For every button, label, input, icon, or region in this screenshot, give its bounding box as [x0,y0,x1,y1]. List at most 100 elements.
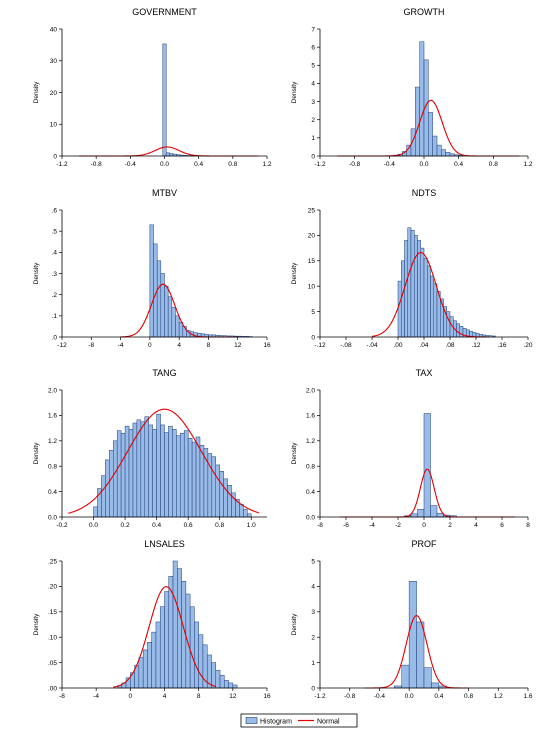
histogram-bar [138,657,144,689]
y-tick-label: 2.0 [48,387,57,394]
histogram-bar [408,581,417,689]
panel-title-government: GOVERNMENT [132,7,197,17]
y-tick-label: 0.4 [48,489,57,496]
panel-title-ndts: NDTS [412,188,437,198]
x-tick-label: 0.4 [454,161,463,168]
histogram-bar [191,441,197,518]
bars-tax [404,413,457,518]
x-tick-label: 12 [229,693,237,700]
y-tick-label: 3 [311,99,315,106]
bars-prof [394,581,447,689]
x-tick-label: -.08 [340,342,352,349]
x-tick-label: -8 [317,522,323,529]
x-tick-label: -2 [395,522,401,529]
histogram-bar [232,684,238,689]
histogram-bar [219,675,225,689]
x-tick-label: -0.4 [125,161,137,168]
y-tick-label: 0 [53,153,57,160]
histogram-bar [120,432,126,518]
y-tick-label: 0.4 [306,489,315,496]
x-tick-label: 4 [474,522,478,529]
x-tick-label: 0.0 [419,161,428,168]
x-tick-label: -8 [88,342,94,349]
x-tick-label: .16 [497,342,506,349]
histogram-bar [148,424,153,518]
histogram-bar [199,445,205,518]
histogram-bar [247,513,252,518]
histogram-bar [456,323,460,338]
histogram-bar [215,669,221,689]
y-tick-label: .1 [52,313,58,320]
bars-ndts [397,227,496,338]
histogram-bar [172,429,177,518]
y-tick-label: .4 [52,250,58,257]
normal-curve-ndts [371,252,489,338]
y-tick-label: 3 [311,609,315,616]
histogram-bar [164,285,169,338]
x-tick-label: -1.2 [56,161,68,168]
x-tick-label: 8 [207,342,211,349]
y-axis-label-tax: Density [291,442,298,464]
histogram-bar [417,240,421,338]
x-tick-label: 12 [234,342,242,349]
histogram-bar [417,509,425,518]
histogram-bar [124,425,130,518]
bars-mtbv [149,224,253,338]
histogram-bar [156,413,161,518]
y-tick-label: 20 [308,233,316,240]
normal-curve-tang [68,408,260,514]
x-tick-label: 8 [197,693,201,700]
panel-mtbv: MTBV Density .0 .1 .2 .3 .4 .5 .6 -12 -8 -4 0 4 8 12 16 [33,188,271,349]
histogram-bar [105,459,110,518]
x-tick-label: 0 [148,342,152,349]
y-tick-label: 30 [50,58,58,65]
y-tick-label: 2 [311,117,315,124]
panel-growth: GROWTH Density 0 1 2 3 4 5 6 7 -1.2 -0.8 -0.4 0.0 0.4 0… [291,7,533,168]
x-tick-label: 4 [177,342,181,349]
x-tick-label: 2 [448,522,452,529]
histogram-bar [243,509,248,518]
y-tick-label: .05 [48,660,57,667]
y-tick-label: 1 [311,135,315,142]
bars-government [162,43,198,157]
y-tick-label: .2 [52,292,58,299]
x-tick-label: -0.4 [384,161,396,168]
y-tick-label: 5 [311,63,315,70]
x-tick-label: 0.0 [89,522,98,529]
histogram-bar [142,649,148,689]
y-axis-label-government: Density [33,81,40,103]
y-tick-label: 1.2 [306,438,315,445]
x-tick-label: 16 [263,342,271,349]
histogram-bar [227,485,232,518]
x-tick-label: -1.2 [314,693,326,700]
y-tick-label: 1 [311,660,315,667]
histogram-bar [459,326,464,338]
histogram-bar [397,280,402,338]
y-tick-label: .00 [48,685,57,692]
histogram-bar [198,634,204,689]
histogram-bar [228,682,234,689]
x-tick-label: -0.8 [344,693,356,700]
histogram-bar [160,424,165,518]
y-tick-label: 0 [311,334,315,341]
histogram-bar [168,425,173,518]
y-axis-label-growth: Density [291,81,298,103]
y-tick-label: .10 [48,635,57,642]
histogram-bar [441,149,446,157]
histogram-bar [162,43,167,157]
x-tick-label: 0 [422,522,426,529]
normal-curve-lnsales [113,586,216,688]
histogram-bar [432,135,438,157]
histogram-bar [445,152,451,157]
panel-tax: TAX Density 0.0 0.4 0.8 1.2 1.6 2.0 -8 -6 -4 -2 0 2 4 6… [291,368,530,529]
y-tick-label: .0 [52,334,58,341]
histogram-bar [431,682,440,689]
histogram-bar [176,435,181,518]
histogram-bar [416,621,425,689]
panel-government: GOVERNMENT Density 0 10 20 30 40 -1.2 -0.8 -0.4 0.… [33,7,272,168]
histogram-bar [144,416,149,518]
histogram-bar [140,421,146,518]
